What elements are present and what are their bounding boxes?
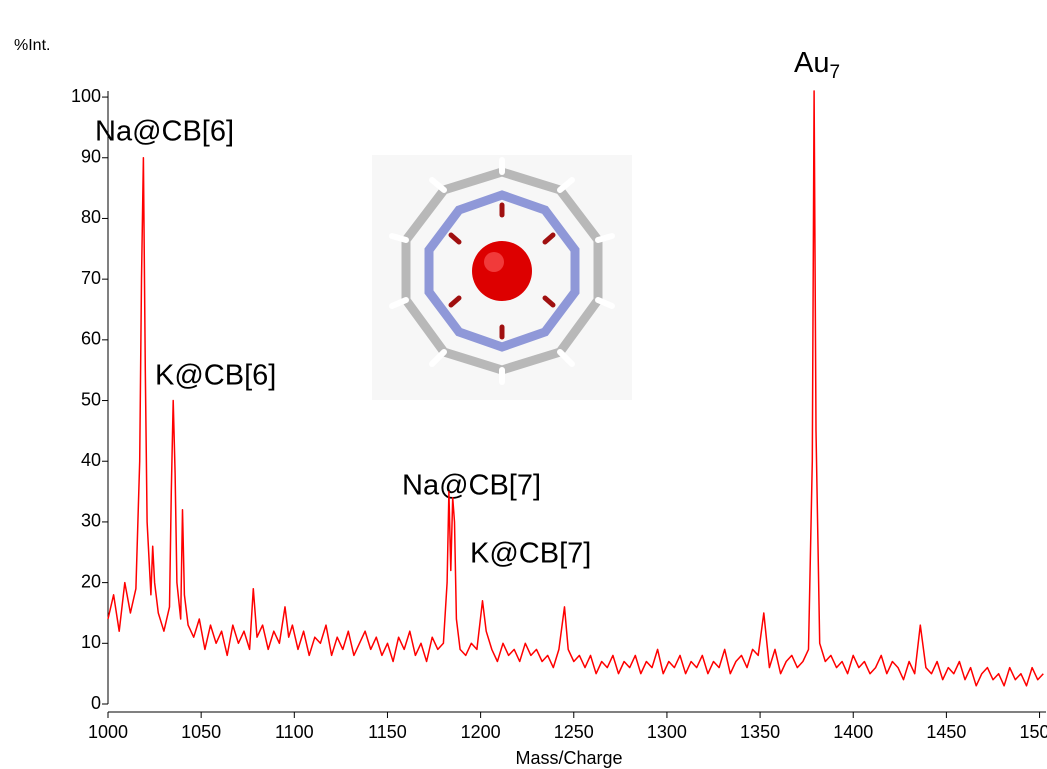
x-tick-label: 1150	[368, 722, 407, 742]
y-tick-label: 30	[81, 511, 101, 531]
peak-annotation: Na@CB[7]	[402, 470, 541, 502]
x-tick-label: 1200	[461, 722, 501, 742]
x-axis-label: Mass/Charge	[515, 748, 622, 768]
x-tick-label: 1000	[88, 722, 128, 742]
y-tick-label: 60	[81, 329, 101, 349]
x-tick-label: 1300	[647, 722, 687, 742]
x-tick-label: 1050	[181, 722, 221, 742]
peak-annotation: K@CB[6]	[155, 360, 276, 392]
x-tick-label: 1100	[275, 722, 314, 742]
peak-annotation: K@CB[7]	[470, 538, 591, 570]
y-tick-label: 10	[81, 632, 101, 652]
chart: %Int. Mass/Charge Na@CB[6] K@CB[6] Na@CB…	[0, 0, 1047, 769]
y-tick-label: 80	[81, 207, 101, 227]
y-tick-label: 90	[81, 147, 101, 167]
x-tick-label: 1400	[833, 722, 873, 742]
y-tick-label: 100	[71, 86, 101, 106]
x-tick-label: 1350	[740, 722, 780, 742]
peak-annotation: Na@CB[6]	[95, 116, 234, 148]
y-tick-label: 70	[81, 268, 101, 288]
y-tick-label: 20	[81, 571, 101, 591]
peak-annotation: Au7	[794, 47, 840, 83]
x-tick-label: 1250	[554, 722, 594, 742]
annotation-text: Au	[794, 47, 829, 79]
y-tick-label: 0	[91, 693, 101, 713]
y-tick-label: 50	[81, 389, 101, 409]
molecule-illustration	[372, 155, 632, 400]
x-tick-label: 1500	[1020, 722, 1047, 742]
y-axis-label: %Int.	[14, 37, 50, 54]
annotation-subscript: 7	[829, 62, 840, 83]
y-tick-label: 40	[81, 450, 101, 470]
x-tick-label: 1450	[926, 722, 966, 742]
